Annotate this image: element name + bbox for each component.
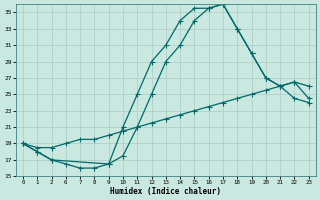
X-axis label: Humidex (Indice chaleur): Humidex (Indice chaleur) <box>110 187 221 196</box>
